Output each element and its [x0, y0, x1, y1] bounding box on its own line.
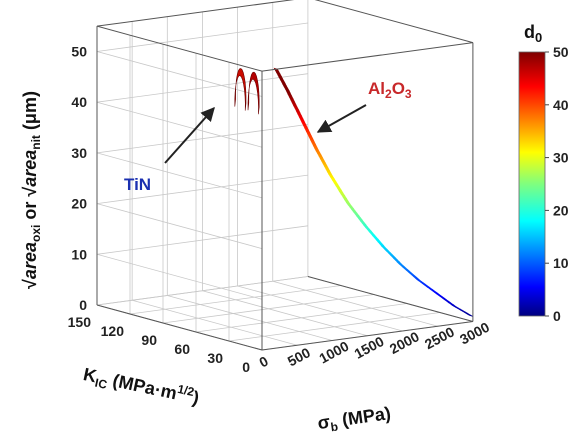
annotation-al2o3: Al2O3: [316, 79, 412, 133]
grid-line: [167, 295, 333, 341]
surface-curl: [234, 68, 247, 111]
tin-label: TiN: [124, 175, 151, 194]
grid-line: [195, 303, 407, 333]
grid-line: [228, 312, 440, 342]
x-tick-label: 0: [256, 353, 271, 371]
z-tick-label: 50: [71, 44, 87, 60]
surface-curl: [247, 71, 260, 115]
grid-line: [96, 276, 308, 306]
bounding-box: [96, 0, 474, 351]
box-edge: [96, 304, 263, 351]
y-tick-label: 150: [68, 314, 92, 330]
grid-line: [162, 294, 374, 324]
box-edge: [96, 25, 263, 72]
box-edge: [261, 321, 473, 351]
surface-patch: [467, 314, 474, 317]
colorbar-title: d0: [524, 22, 542, 45]
x-tick-label: 500: [285, 344, 313, 369]
grid-line: [129, 285, 341, 315]
z-tick-label: 0: [79, 297, 87, 313]
tick-labels: 0 500 1000 1500 2000 2500 30000306090120150010…: [68, 44, 493, 376]
y-tick-label: 0: [242, 359, 250, 375]
y-tick-label: 30: [207, 350, 223, 366]
y-axis-title: KIC (MPa·m1/2): [81, 362, 201, 411]
y-tick-label: 90: [141, 332, 157, 348]
z-tick-label: 40: [71, 94, 87, 110]
box-edge: [261, 42, 473, 72]
z-axis-title: √areaoxi or √areanit (μm): [20, 91, 43, 289]
grid-line: [96, 203, 263, 249]
box-edge: [96, 0, 295, 27]
colorbar-tick-label: 40: [553, 97, 569, 113]
grid-line: [202, 290, 368, 337]
colorbar-tick-label: 0: [553, 308, 561, 324]
al2o3-label: Al2O3: [368, 79, 412, 101]
grid-line: [96, 152, 263, 199]
annotation-tin: TiN: [124, 106, 215, 194]
grid-line: [96, 253, 263, 300]
y-tick-label: 120: [101, 323, 125, 339]
y-tick-label: 60: [174, 341, 190, 357]
grid-line: [96, 51, 263, 97]
z-tick-label: 30: [71, 145, 87, 161]
box-edge: [314, 0, 474, 44]
z-tick-label: 20: [71, 196, 87, 212]
box-edge: [307, 276, 474, 322]
grid-line: [272, 280, 438, 327]
colorbar-tick-label: 10: [553, 255, 569, 271]
x-axis-title: σb (MPa): [316, 403, 392, 436]
colorbar-tick-label: 50: [553, 44, 569, 60]
colorbar-tick-label: 30: [553, 150, 569, 166]
grid-line: [237, 285, 403, 332]
surface-plot: [234, 67, 474, 317]
colorbar-tick-label: 20: [553, 202, 569, 218]
z-tick-label: 10: [71, 246, 87, 262]
grid-lines: [96, 0, 474, 351]
colorbar: d0 0 10 20 30 40 50: [518, 22, 569, 324]
grid-line: [96, 101, 263, 148]
grid-line: [132, 299, 298, 346]
svg-text:√areaoxi or √areanit (μm): √areaoxi or √areanit (μm): [20, 91, 43, 289]
